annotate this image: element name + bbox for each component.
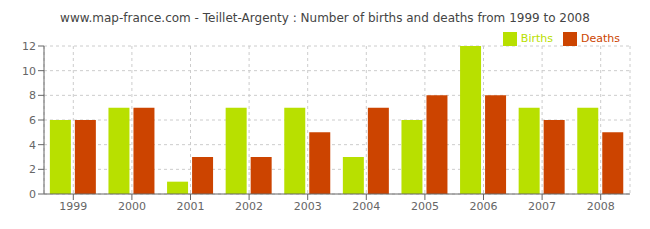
svg-text:1999: 1999: [59, 200, 87, 213]
svg-text:2006: 2006: [470, 200, 498, 213]
svg-text:2007: 2007: [528, 200, 556, 213]
html-text:www.map-france.com - Teillet-A: www.map-france.com - Teillet-Argenty : N…: [60, 11, 590, 25]
svg-text:8: 8: [29, 89, 36, 102]
svg-text:0: 0: [29, 188, 36, 201]
svg-text:2005: 2005: [411, 200, 439, 213]
html-text:Deaths: Deaths: [581, 32, 620, 45]
svg-text:10: 10: [22, 65, 36, 78]
svg-text:12: 12: [22, 40, 36, 53]
svg-text:2003: 2003: [294, 200, 322, 213]
svg-text:6: 6: [29, 114, 36, 127]
svg-text:2004: 2004: [352, 200, 380, 213]
svg-text:2001: 2001: [177, 200, 205, 213]
svg-text:2002: 2002: [235, 200, 263, 213]
svg-text:2000: 2000: [118, 200, 146, 213]
html-text:Births: Births: [520, 32, 553, 45]
svg-text:2: 2: [29, 163, 36, 176]
svg-text:4: 4: [29, 139, 36, 152]
svg-text:2008: 2008: [587, 200, 615, 213]
